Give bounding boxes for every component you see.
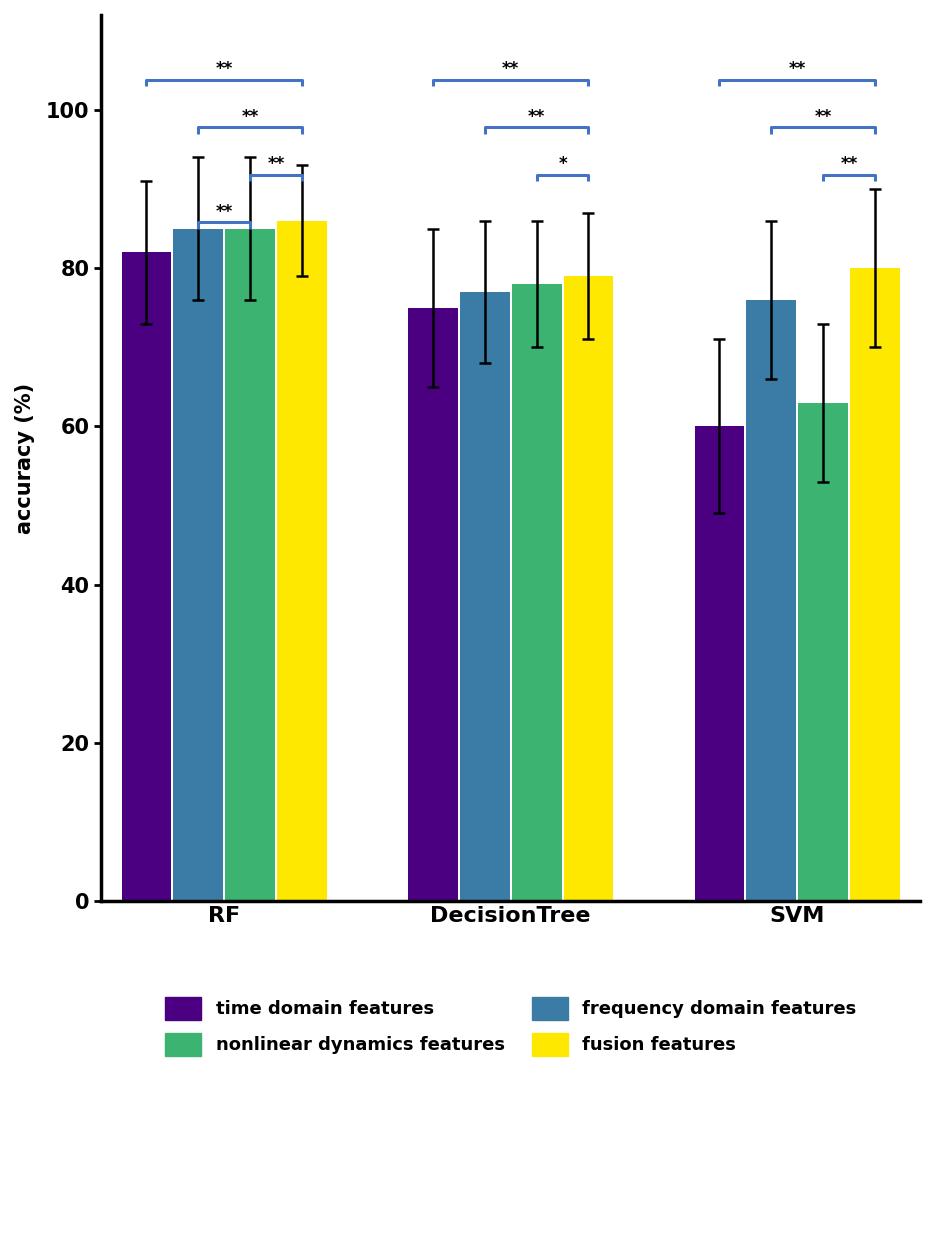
Bar bbox=[564, 276, 613, 902]
Text: **: ** bbox=[841, 155, 857, 173]
Text: *: * bbox=[558, 155, 567, 173]
Bar bbox=[746, 299, 797, 902]
Text: **: ** bbox=[216, 60, 233, 79]
Bar bbox=[408, 308, 458, 902]
Text: **: ** bbox=[241, 107, 259, 126]
Y-axis label: accuracy (%): accuracy (%) bbox=[15, 383, 35, 534]
Legend: time domain features, nonlinear dynamics features, frequency domain features, fu: time domain features, nonlinear dynamics… bbox=[158, 990, 864, 1064]
Text: **: ** bbox=[216, 203, 233, 221]
Text: **: ** bbox=[267, 155, 284, 173]
Bar bbox=[695, 426, 744, 902]
Text: **: ** bbox=[788, 60, 806, 79]
Bar bbox=[850, 268, 899, 902]
Bar bbox=[173, 228, 223, 902]
Bar bbox=[277, 221, 327, 902]
Bar bbox=[460, 292, 510, 902]
Text: **: ** bbox=[528, 107, 545, 126]
Text: **: ** bbox=[502, 60, 519, 79]
Bar bbox=[798, 403, 848, 902]
Bar bbox=[122, 252, 171, 902]
Bar bbox=[511, 284, 562, 902]
Bar bbox=[225, 228, 275, 902]
Text: **: ** bbox=[814, 107, 832, 126]
